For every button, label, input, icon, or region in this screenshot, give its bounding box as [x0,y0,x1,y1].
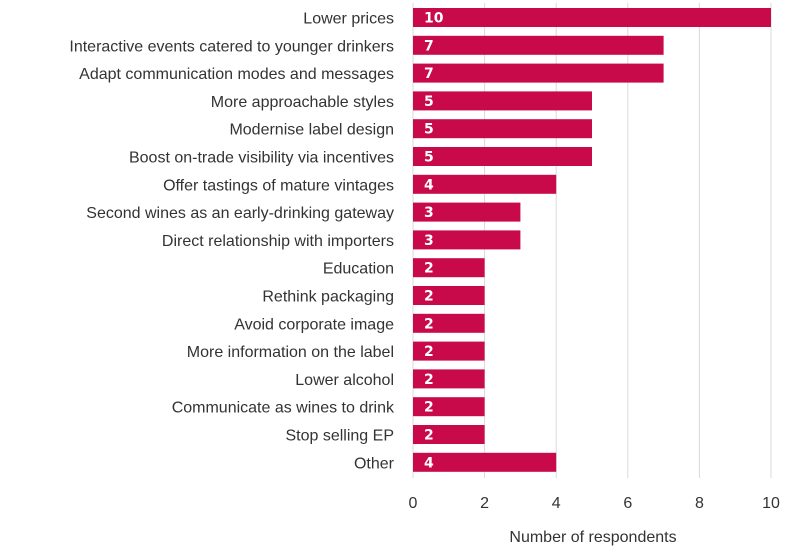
bar-second-wines-as-an-early-drinking-gateway [413,202,521,222]
value-label-modernise-label-design: 5 [424,122,434,138]
category-label-adapt-communication-modes-and-messages: Adapt communication modes and messages [79,66,394,83]
value-label-interactive-events-catered-to-younger-drinkers: 7 [424,38,434,54]
bar-rethink-packaging [413,286,485,305]
value-label-more-information-on-the-label: 2 [424,344,434,360]
x-tick-label-0: 0 [409,495,418,512]
bar-stop-selling-ep [413,425,485,444]
category-label-second-wines-as-an-early-drinking-gateway: Second wines as an early-drinking gatewa… [86,205,394,222]
category-label-offer-tastings-of-mature-vintages: Offer tastings of mature vintages [163,177,394,194]
category-label-rethink-packaging: Rethink packaging [262,289,394,306]
value-label-adapt-communication-modes-and-messages: 7 [424,66,434,82]
x-tick-label-2: 2 [480,495,489,512]
category-labels: Lower prices Interactive events catered t… [69,11,395,473]
value-label-lower-prices: 10 [424,11,444,27]
value-label-education: 2 [424,261,434,277]
category-label-more-information-on-the-label: More information on the label [187,344,394,361]
value-label-lower-alcohol: 2 [424,372,434,388]
category-label-direct-relationship-with-importers: Direct relationship with importers [162,233,394,250]
value-label-direct-relationship-with-importers: 3 [424,233,434,249]
x-tick-label-6: 6 [623,495,632,512]
x-tick-label-4: 4 [552,495,561,512]
x-tick-label-10: 10 [762,495,780,512]
bar-modernise-label-design [413,119,592,139]
bar-interactive-events-catered-to-younger-drinkers [413,35,664,55]
value-label-communicate-as-wines-to-drink: 2 [424,400,434,416]
bar-education [413,258,485,278]
value-label-other: 4 [424,455,434,471]
bar-communicate-as-wines-to-drink [413,397,485,417]
category-label-boost-on-trade-visibility-via-incentives: Boost on-trade visibility via incentives [129,150,394,167]
bar-avoid-corporate-image [413,313,485,333]
value-label-more-approachable-styles: 5 [424,94,434,110]
bar-adapt-communication-modes-and-messages [413,63,664,83]
value-label-boost-on-trade-visibility-via-incentives: 5 [424,150,434,166]
value-label-avoid-corporate-image: 2 [424,316,434,332]
category-label-more-approachable-styles: More approachable styles [211,94,394,111]
x-tick-label-8: 8 [695,495,704,512]
bar-other [413,452,557,472]
category-label-stop-selling-ep: Stop selling EP [285,428,394,445]
x-axis-title: Number of respondents [509,529,676,546]
category-label-other: Other [354,455,395,472]
bars: 10 7 7 5 5 5 4 3 3 2 2 2 2 2 2 2 4 [413,8,771,472]
category-label-education: Education [323,261,394,278]
value-label-stop-selling-ep: 2 [424,428,434,444]
bar-lower-alcohol [413,369,485,389]
bar-offer-tastings-of-mature-vintages [413,174,557,194]
category-label-modernise-label-design: Modernise label design [229,122,394,139]
bar-more-information-on-the-label [413,341,485,361]
bar-more-approachable-styles [413,91,592,111]
category-label-lower-alcohol: Lower alcohol [295,372,394,389]
x-axis-ticks: 0 2 4 6 8 10 [409,495,780,512]
value-label-rethink-packaging: 2 [424,289,434,305]
value-label-offer-tastings-of-mature-vintages: 4 [424,177,434,193]
bar-boost-on-trade-visibility-via-incentives [413,147,592,166]
bar-lower-prices [413,8,771,27]
category-label-communicate-as-wines-to-drink: Communicate as wines to drink [172,400,395,417]
value-label-second-wines-as-an-early-drinking-gateway: 3 [424,205,434,221]
category-label-lower-prices: Lower prices [303,11,394,28]
category-label-avoid-corporate-image: Avoid corporate image [234,316,394,333]
bar-direct-relationship-with-importers [413,230,521,250]
category-label-interactive-events-catered-to-younger-drinkers: Interactive events catered to younger dr… [69,38,394,55]
